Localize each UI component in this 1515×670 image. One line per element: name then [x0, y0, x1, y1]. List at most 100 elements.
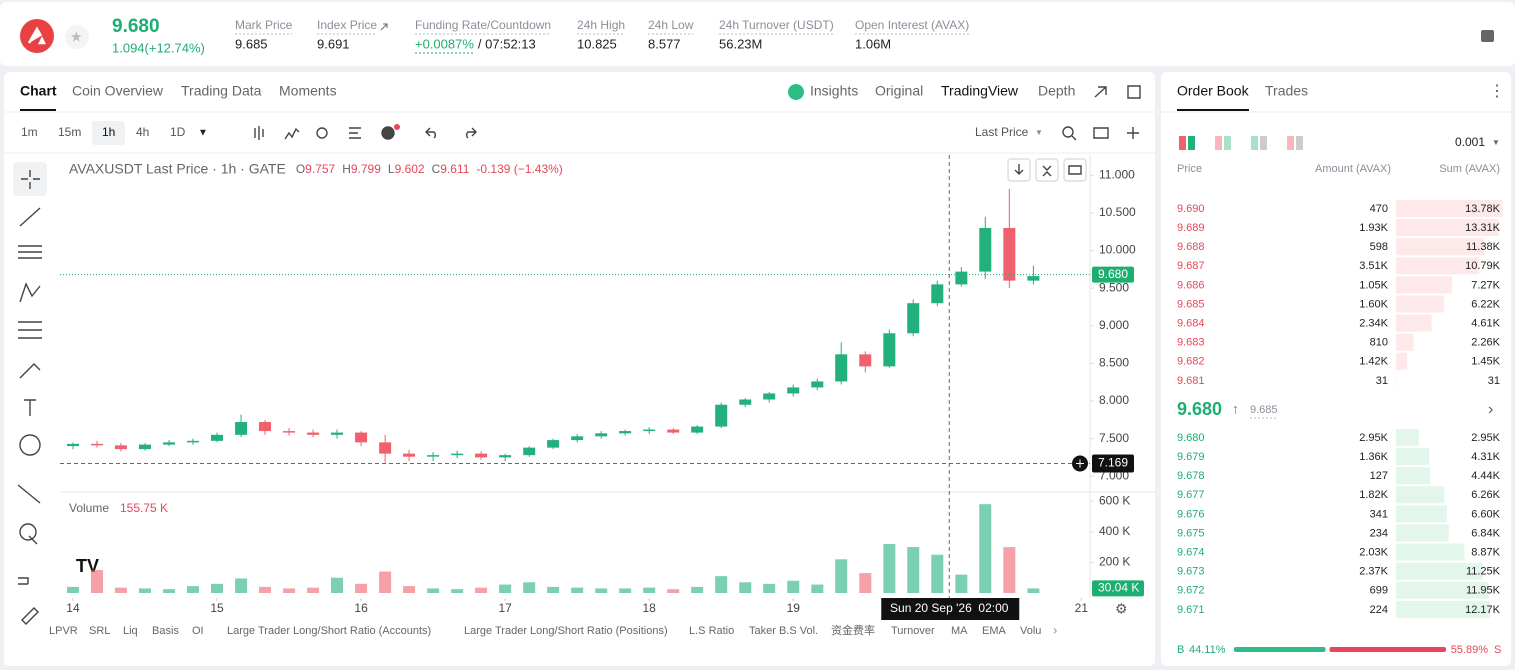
indicator[interactable]: Liq — [123, 625, 138, 637]
y-tick-label: 9.500 — [1099, 280, 1129, 294]
candle-body — [619, 431, 632, 434]
depth-bar — [1396, 467, 1431, 485]
legend-title: AVAXUSDT Last Price · 1h · GATE — [69, 161, 286, 177]
legend-key: C — [432, 162, 441, 176]
dropdown-arrow: ▼ — [1492, 138, 1500, 147]
stat-value: 1.06M — [855, 36, 891, 51]
legend-key: H — [342, 162, 351, 176]
view-tab[interactable]: TradingView — [941, 83, 1019, 99]
volume-bar — [931, 554, 944, 593]
ob-tab[interactable]: Trades — [1265, 83, 1308, 99]
indicator[interactable]: Volu — [1020, 625, 1041, 637]
volume-bar — [667, 589, 680, 593]
row-sum: 2.26K — [1471, 337, 1500, 349]
precision[interactable]: 0.001 — [1455, 135, 1485, 149]
stat-label: Open Interest (AVAX) — [855, 18, 969, 32]
y-tick-label: 8.500 — [1099, 356, 1129, 370]
chevron[interactable]: › — [1488, 401, 1493, 418]
volume-bar — [811, 584, 824, 593]
plus-icon — [1076, 459, 1084, 468]
candle-body — [235, 422, 248, 435]
volume-bar — [307, 587, 320, 593]
indicator[interactable]: MA — [951, 625, 968, 637]
interval[interactable]: 1D — [170, 125, 186, 139]
tab[interactable]: Moments — [279, 83, 337, 99]
indicator[interactable]: Basis — [152, 625, 179, 637]
stat-label: Index Price — [317, 18, 377, 32]
volume-bar — [1027, 588, 1040, 593]
view-tab[interactable]: Depth — [1038, 83, 1075, 99]
view-tab[interactable]: Insights — [810, 83, 858, 99]
indicator[interactable]: Large Trader Long/Short Ratio (Positions… — [464, 625, 668, 637]
candle-body — [1003, 227, 1016, 281]
coin-logo-mark — [27, 26, 47, 45]
row-price: 9.673 — [1177, 566, 1205, 578]
row-amount: 2.03K — [1359, 547, 1388, 559]
indicator[interactable]: Taker B.S Vol. — [749, 625, 818, 637]
candle-body — [595, 433, 608, 437]
candle-body — [931, 284, 944, 304]
candle-body — [523, 447, 536, 456]
settings-icon[interactable] — [1481, 30, 1494, 42]
volume-bar — [619, 588, 632, 593]
candle-body — [91, 443, 104, 446]
interval[interactable]: 15m — [58, 125, 81, 139]
volume-bar — [331, 577, 344, 593]
indicator[interactable]: EMA — [982, 625, 1007, 637]
candle-body — [403, 453, 416, 457]
row-sum: 1.45K — [1471, 356, 1500, 368]
tab[interactable]: Chart — [20, 83, 57, 99]
candle-body — [739, 399, 752, 405]
indicator[interactable]: Large Trader Long/Short Ratio (Accounts) — [227, 625, 431, 637]
legend-key: L — [388, 162, 395, 176]
row-price: 9.675 — [1177, 527, 1205, 539]
depth-bar — [1396, 314, 1432, 332]
row-price: 9.674 — [1177, 547, 1205, 559]
price-type[interactable]: Last Price — [975, 125, 1029, 139]
x-tick-label: 15 — [210, 601, 224, 615]
volume-bar — [715, 576, 728, 593]
depth-bar — [1396, 524, 1449, 542]
buy-ratio-bar — [1234, 647, 1326, 652]
interval[interactable]: 1m — [21, 125, 38, 139]
indicator[interactable]: LPVR — [49, 625, 78, 637]
stat-value: 9.685 — [235, 36, 268, 51]
more-icon[interactable]: ⋮ — [1489, 83, 1505, 100]
tab[interactable]: Trading Data — [181, 83, 262, 99]
candle-body — [163, 442, 176, 445]
indicator[interactable]: L.S Ratio — [689, 625, 734, 637]
chart-buttons[interactable] — [1007, 158, 1087, 182]
ob-tab[interactable]: Order Book — [1177, 83, 1250, 99]
indicator[interactable]: 资金费率 — [831, 623, 875, 637]
row-price: 9.690 — [1177, 203, 1205, 215]
y2-tick-label: 600 K — [1099, 493, 1130, 507]
stat-value: 8.577 — [648, 36, 681, 51]
interval[interactable]: 1h — [102, 125, 115, 139]
row-amount: 1.36K — [1359, 451, 1388, 463]
indicator[interactable]: Turnover — [891, 625, 935, 637]
volume-bar — [114, 587, 127, 593]
favorite-button[interactable] — [65, 25, 89, 49]
legend-change: -0.139 (−1.43%) — [476, 162, 562, 176]
volume-bar — [138, 588, 151, 593]
view-tab[interactable]: Original — [875, 83, 923, 99]
ratio-side: B — [1177, 644, 1184, 656]
volume-bar — [355, 583, 368, 593]
tab[interactable]: Coin Overview — [72, 83, 164, 99]
volume-bar — [211, 583, 224, 593]
volume-legend: 155.75 K — [120, 501, 168, 515]
layout-icons[interactable] — [1179, 136, 1303, 150]
star-icon: ★ — [70, 29, 83, 45]
row-price: 9.682 — [1177, 356, 1205, 368]
row-sum: 6.84K — [1471, 527, 1500, 539]
notification-dot — [394, 124, 400, 130]
candle-body — [307, 432, 320, 435]
indicator[interactable]: OI — [192, 625, 204, 637]
scroll-right[interactable]: › — [1053, 622, 1057, 637]
stat-value: 56.23M — [719, 36, 762, 51]
row-sum: 31 — [1488, 375, 1500, 387]
y-tick-label: 8.000 — [1099, 393, 1129, 407]
interval[interactable]: 4h — [136, 125, 149, 139]
axis-settings-icon[interactable]: ⚙ — [1115, 601, 1128, 617]
indicator[interactable]: SRL — [89, 625, 110, 637]
